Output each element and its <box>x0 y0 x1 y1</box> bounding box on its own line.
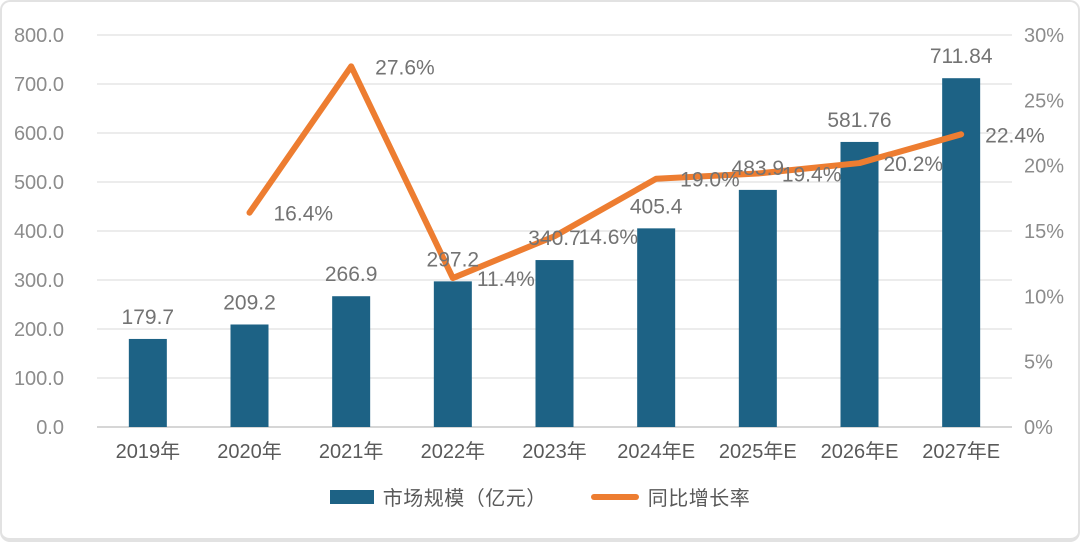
right-axis-tick: 30% <box>1024 25 1064 47</box>
right-axis-tick: 5% <box>1024 352 1053 374</box>
bar-value-label: 209.2 <box>223 291 276 314</box>
line-value-label: 19.0% <box>680 169 740 192</box>
line-value-label: 14.6% <box>579 226 639 249</box>
left-axis-tick: 0.0 <box>36 417 64 439</box>
left-axis-tick: 600.0 <box>14 123 64 145</box>
line-value-label: 22.4% <box>985 124 1045 147</box>
line-value-label: 20.2% <box>884 153 944 176</box>
bar <box>332 296 371 427</box>
left-axis-tick: 200.0 <box>14 319 64 341</box>
bar-value-label: 179.7 <box>122 306 175 329</box>
growth-line <box>246 63 965 282</box>
bar <box>942 78 981 428</box>
left-axis-tick: 100.0 <box>14 368 64 390</box>
x-axis-label: 2019年 <box>116 440 181 463</box>
chart-canvas: 800.0 700.0 600.0 500.0 400.0 300.0 200.0 100.0… <box>14 25 1064 463</box>
right-axis-tick: 15% <box>1024 221 1064 243</box>
bar-value-label: 297.2 <box>427 248 480 271</box>
x-axis-label: 2020年 <box>217 440 282 463</box>
legend-item-market-size: 市场规模（亿元） <box>329 482 547 511</box>
right-axis-tick: 10% <box>1024 286 1064 308</box>
left-axis-tick: 800.0 <box>14 25 64 47</box>
bar <box>637 228 676 427</box>
bar-series-swatch-icon <box>329 489 374 504</box>
bar-value-label: 340.7 <box>528 227 581 250</box>
bar-value-label: 405.4 <box>630 195 683 218</box>
x-axis-label: 2025年E <box>719 440 797 463</box>
bar-value-label: 581.76 <box>827 109 891 132</box>
x-axis-label: 2026年E <box>821 440 899 463</box>
bar-value-label: 711.84 <box>930 45 993 68</box>
line-value-label: 11.4% <box>477 268 535 291</box>
bar <box>738 189 777 427</box>
legend-item-growth-rate: 同比增长率 <box>590 482 751 511</box>
line-value-label: 16.4% <box>274 203 334 226</box>
right-axis-tick: 20% <box>1024 156 1064 178</box>
bar-value-label: 483.9 <box>732 157 785 180</box>
right-axis-tick: 25% <box>1024 90 1064 112</box>
line-value-label: 19.4% <box>782 164 842 187</box>
bar <box>433 281 472 427</box>
line-series-swatch-icon <box>590 493 639 500</box>
bar <box>230 324 269 427</box>
left-axis-tick: 500.0 <box>14 172 64 194</box>
legend-label-market-size: 市场规模（亿元） <box>382 488 547 510</box>
chart-legend: 市场规模（亿元） 同比增长率 <box>2 482 1078 511</box>
x-axis-label: 2024年E <box>617 440 695 463</box>
line-value-label: 27.6% <box>375 56 435 79</box>
right-axis-tick: 0% <box>1024 417 1053 439</box>
bar <box>128 338 167 427</box>
left-axis-tick: 700.0 <box>14 74 64 96</box>
x-axis-label: 2021年 <box>319 440 384 463</box>
bar <box>535 260 574 427</box>
bar-value-label: 266.9 <box>325 263 378 286</box>
x-axis-label: 2023年 <box>522 440 587 463</box>
left-axis-tick: 400.0 <box>14 221 64 243</box>
bar <box>840 141 879 427</box>
x-axis-label: 2022年 <box>421 440 486 463</box>
x-axis-label: 2027年E <box>922 440 1000 463</box>
legend-label-growth-rate: 同比增长率 <box>647 488 751 510</box>
left-axis-tick: 300.0 <box>14 270 64 292</box>
